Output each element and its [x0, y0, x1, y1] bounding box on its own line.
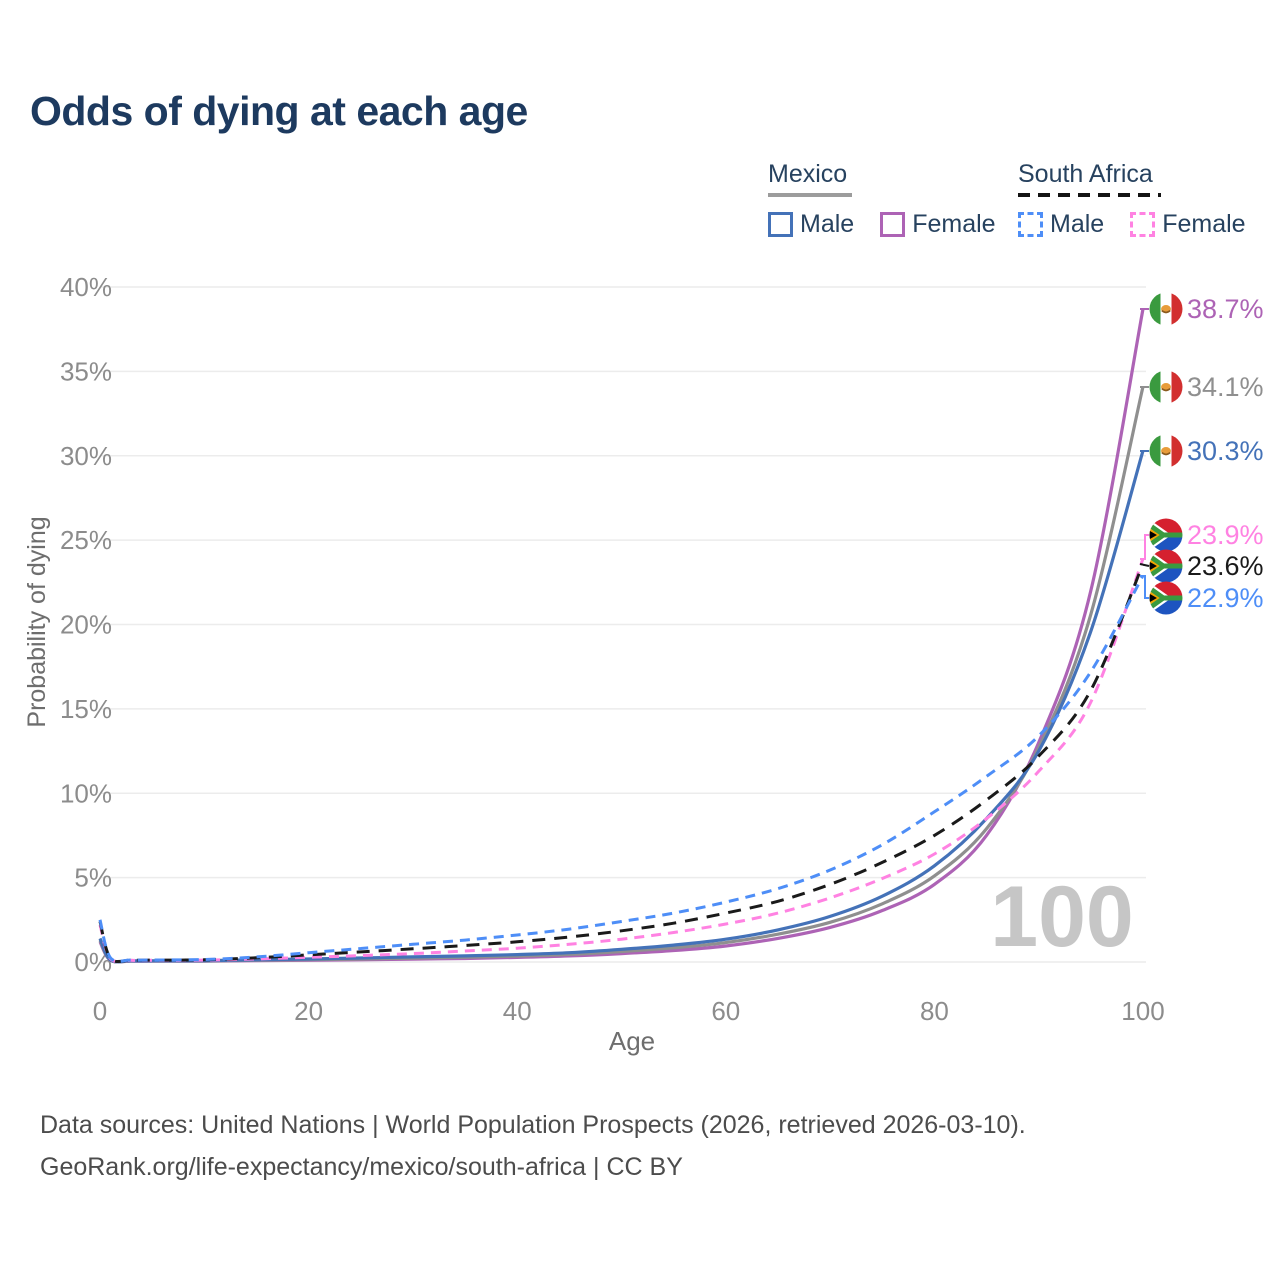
- y-axis-title: Probability of dying: [23, 516, 51, 727]
- x-axis-title: Age: [609, 1026, 655, 1056]
- line-south-africa-male: [98, 574, 1145, 963]
- flag-south-africa-icon: [1149, 549, 1183, 583]
- y-tick-label-5: 5%: [74, 863, 112, 893]
- legend-swatch-south-africa-female: [1130, 212, 1156, 237]
- leader-line-south-africa-female: [1140, 534, 1149, 560]
- x-tick-label-100: 100: [1121, 996, 1164, 1026]
- leader-line-south-africa-male: [1140, 575, 1149, 599]
- legend-label-mexico-female: Female: [912, 210, 996, 238]
- chart-title: Odds of dying at each age: [30, 88, 528, 134]
- x-tick-label-60: 60: [711, 996, 740, 1026]
- line-mexico-female: [98, 308, 1145, 964]
- flag-south-africa-icon: [1149, 518, 1183, 552]
- line-mexico-male: [98, 450, 1145, 964]
- footer: Data sources: United Nations | World Pop…: [40, 1104, 1026, 1188]
- footer-data-sources: Data sources: United Nations | World Pop…: [40, 1111, 1026, 1139]
- flag-south-africa-icon: [1149, 581, 1183, 615]
- flag-mexico-icon: [1149, 292, 1183, 326]
- legend-swatch-south-africa-male: [1018, 212, 1043, 237]
- end-label-south-africa-female: 23.9%: [1187, 520, 1264, 550]
- end-label-south-africa-both-sexes: 23.6%: [1187, 551, 1264, 581]
- x-tick-label-0: 0: [93, 996, 107, 1026]
- y-tick-label-25: 25%: [60, 525, 112, 555]
- y-tick-label-20: 20%: [60, 610, 112, 640]
- legend-label-south-africa-male: Male: [1050, 210, 1105, 238]
- legend-item-mexico-male[interactable]: Male: [768, 210, 854, 239]
- end-label-mexico-female: 38.7%: [1187, 294, 1264, 324]
- legend-group-title-mexico: Mexico: [768, 160, 848, 188]
- line-south-africa-female: [98, 558, 1145, 964]
- y-tick-label-10: 10%: [60, 778, 112, 808]
- legend-group-title-south-africa: South Africa: [1018, 160, 1153, 188]
- y-tick-label-30: 30%: [60, 441, 112, 471]
- line-mexico-both-sexes: [98, 386, 1145, 964]
- legend-item-south-africa-male[interactable]: Male: [1018, 210, 1104, 239]
- legend-group-south-africa: South Africa Male Female: [1018, 160, 1246, 239]
- flag-mexico-icon: [1149, 434, 1183, 468]
- end-label-mexico-both-sexes: 34.1%: [1187, 372, 1264, 402]
- y-tick-label-15: 15%: [60, 694, 112, 724]
- legend-label-mexico-male: Male: [800, 210, 855, 238]
- end-label-mexico-male: 30.3%: [1187, 436, 1264, 466]
- leader-line-south-africa-both-sexes: [1139, 563, 1150, 567]
- watermark-age-100: 100: [990, 869, 1134, 965]
- end-label-south-africa-male: 22.9%: [1187, 583, 1264, 613]
- legend-underline-south-africa: [1018, 193, 1161, 197]
- y-tick-label-40: 40%: [60, 272, 112, 302]
- footer-attribution: GeoRank.org/life-expectancy/mexico/south…: [40, 1153, 683, 1181]
- legend-item-south-africa-female[interactable]: Female: [1130, 210, 1246, 239]
- x-tick-label-40: 40: [503, 996, 532, 1026]
- legend-group-mexico: Mexico Male Female: [768, 160, 996, 239]
- legend-swatch-mexico-female: [880, 212, 906, 237]
- legend-swatch-mexico-male: [768, 212, 793, 237]
- x-tick-label-20: 20: [294, 996, 323, 1026]
- line-south-africa-both-sexes: [98, 563, 1145, 964]
- flag-mexico-icon: [1149, 370, 1183, 404]
- legend-underline-mexico: [768, 193, 852, 197]
- y-tick-label-35: 35%: [60, 356, 112, 386]
- legend-label-south-africa-female: Female: [1162, 210, 1246, 238]
- x-tick-label-80: 80: [920, 996, 949, 1026]
- legend-item-mexico-female[interactable]: Female: [880, 210, 996, 239]
